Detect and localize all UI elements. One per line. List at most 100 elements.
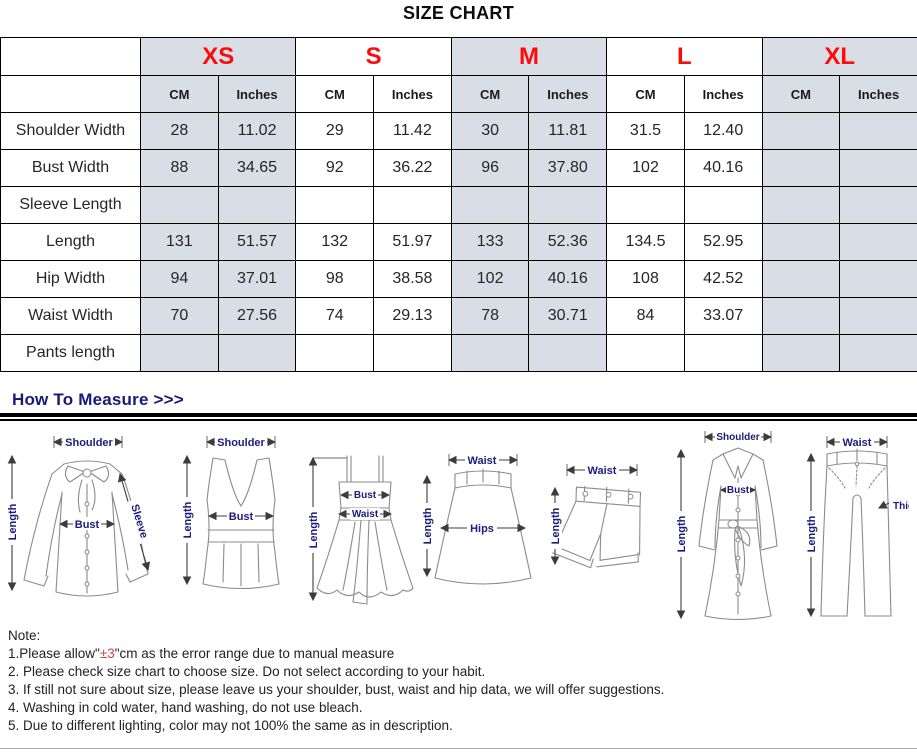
row-label: Sleeve Length [0, 186, 141, 224]
measure-label: Hips [470, 523, 494, 535]
measure-label: Shoulder [65, 437, 113, 449]
note-line-1: 1.Please allow"±3"cm as the error range … [8, 645, 908, 663]
measure-illustrations: Shoulder Length Bust Sleeve [2, 428, 915, 626]
table-row-bust-width: Bust Width 88 34.65 92 36.22 96 37.80 10… [0, 149, 917, 187]
size-cell: 94 [140, 260, 219, 298]
note-line-2: 2. Please check size chart to choose siz… [8, 664, 486, 679]
size-cell: 33.07 [683, 297, 763, 335]
size-cell [528, 186, 608, 224]
row-label: Shoulder Width [0, 112, 141, 150]
size-cell [606, 186, 685, 224]
notes-heading: Note: [8, 628, 41, 643]
size-cell: 52.36 [528, 223, 608, 261]
coat-drawing [676, 431, 778, 621]
shorts-drawing [550, 464, 642, 569]
measure-label: Bust [229, 511, 254, 523]
tank-top-illustration: Shoulder Length Bust [180, 435, 280, 589]
size-cell [839, 223, 917, 261]
pants-drawing [806, 436, 892, 618]
size-cell [373, 334, 452, 372]
dress-illustration: Length Bust Waist [306, 455, 414, 605]
size-header-xl: XL [761, 37, 917, 76]
table-row-waist-width: Waist Width 70 27.56 74 29.13 78 30.71 8… [0, 297, 917, 335]
bottom-divider [0, 748, 917, 749]
size-cell: 52.95 [683, 223, 763, 261]
measure-label: Bust [75, 519, 100, 531]
unit-header: Inches [683, 75, 763, 113]
table-row-pants-length: Pants length [0, 334, 917, 372]
size-cell: 29.13 [373, 297, 452, 335]
unit-header: Inches [373, 75, 452, 113]
size-cell [839, 186, 917, 224]
size-cell: 27.56 [217, 297, 297, 335]
size-cell: 29 [295, 112, 375, 150]
note-line-5: 5. Due to different lighting, color may … [8, 718, 453, 733]
measure-label: Length [422, 507, 434, 544]
size-cell [295, 334, 375, 372]
measure-label: Shoulder [217, 437, 265, 449]
coat-illustration: Shoulder Length Bust [674, 430, 778, 621]
size-cell: 28 [140, 112, 219, 150]
size-cell: 36.22 [373, 149, 452, 187]
size-cell [683, 334, 763, 372]
measure-label: Shoulder [716, 432, 759, 443]
blouse-illustration: Shoulder Length Bust Sleeve [5, 435, 154, 597]
measure-label: Thigh [893, 501, 909, 512]
row-label: Length [0, 223, 141, 261]
size-cell: 51.57 [217, 223, 297, 261]
size-cell [761, 223, 841, 261]
size-cell [683, 186, 763, 224]
blouse-drawing [7, 436, 151, 597]
size-cell [761, 260, 841, 298]
size-cell: 31.5 [606, 112, 685, 150]
size-cell: 133 [450, 223, 530, 261]
size-cell: 51.97 [373, 223, 452, 261]
measure-label: Waist [843, 437, 872, 449]
measure-label: Length [676, 515, 688, 552]
size-cell: 38.58 [373, 260, 452, 298]
size-cell: 108 [606, 260, 685, 298]
size-cell: 88 [140, 149, 219, 187]
unit-header: CM [606, 75, 685, 113]
size-cell: 11.81 [528, 112, 608, 150]
row-label: Pants length [0, 334, 141, 372]
size-header-xs: XS [139, 37, 297, 76]
note-line-4: 4. Washing in cold water, hand washing, … [8, 700, 363, 715]
size-cell: 42.52 [683, 260, 763, 298]
size-cell [140, 186, 219, 224]
size-cell [761, 334, 841, 372]
size-cell [450, 186, 530, 224]
size-cell: 12.40 [683, 112, 763, 150]
size-cell [839, 334, 917, 372]
note-1-tolerance: ±3 [99, 646, 115, 661]
skirt-illustration: Waist Length Hips [421, 453, 532, 585]
size-cell: 30 [450, 112, 530, 150]
size-cell [761, 297, 841, 335]
size-cell: 11.42 [373, 112, 452, 150]
size-cell: 70 [140, 297, 219, 335]
table-row-shoulder-width: Shoulder Width 28 11.02 29 11.42 30 11.8… [0, 112, 917, 150]
size-cell [839, 112, 917, 150]
size-cell: 40.16 [528, 260, 608, 298]
measure-label: Length [7, 503, 19, 540]
size-cell: 37.80 [528, 149, 608, 187]
size-cell: 84 [606, 297, 685, 335]
size-cell [839, 260, 917, 298]
size-header-s: S [295, 37, 452, 76]
note-line-3: 3. If still not sure about size, please … [8, 682, 665, 697]
measure-label: Length [806, 515, 818, 552]
measure-label: Length [182, 501, 194, 538]
size-cell: 132 [295, 223, 375, 261]
size-cell: 74 [295, 297, 375, 335]
size-cell [761, 186, 841, 224]
unit-header: CM [450, 75, 530, 113]
unit-header: Inches [217, 75, 297, 113]
size-cell [140, 334, 219, 372]
unit-header: CM [140, 75, 219, 113]
size-cell: 98 [295, 260, 375, 298]
size-header-m: M [450, 37, 608, 76]
corner-cell [0, 75, 141, 113]
row-label: Bust Width [0, 149, 141, 187]
size-cell: 78 [450, 297, 530, 335]
